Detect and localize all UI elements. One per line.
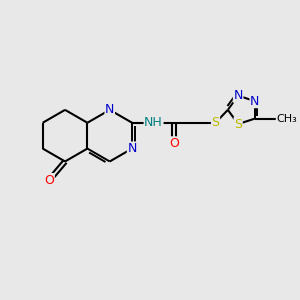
Text: S: S bbox=[212, 116, 220, 129]
Text: O: O bbox=[44, 174, 54, 187]
Text: O: O bbox=[169, 137, 179, 150]
Text: N: N bbox=[233, 89, 243, 102]
Text: S: S bbox=[234, 118, 242, 130]
Text: N: N bbox=[250, 94, 260, 108]
Text: N: N bbox=[128, 142, 137, 155]
Text: CH₃: CH₃ bbox=[276, 114, 297, 124]
Text: N: N bbox=[105, 103, 114, 116]
Text: NH: NH bbox=[144, 116, 163, 129]
